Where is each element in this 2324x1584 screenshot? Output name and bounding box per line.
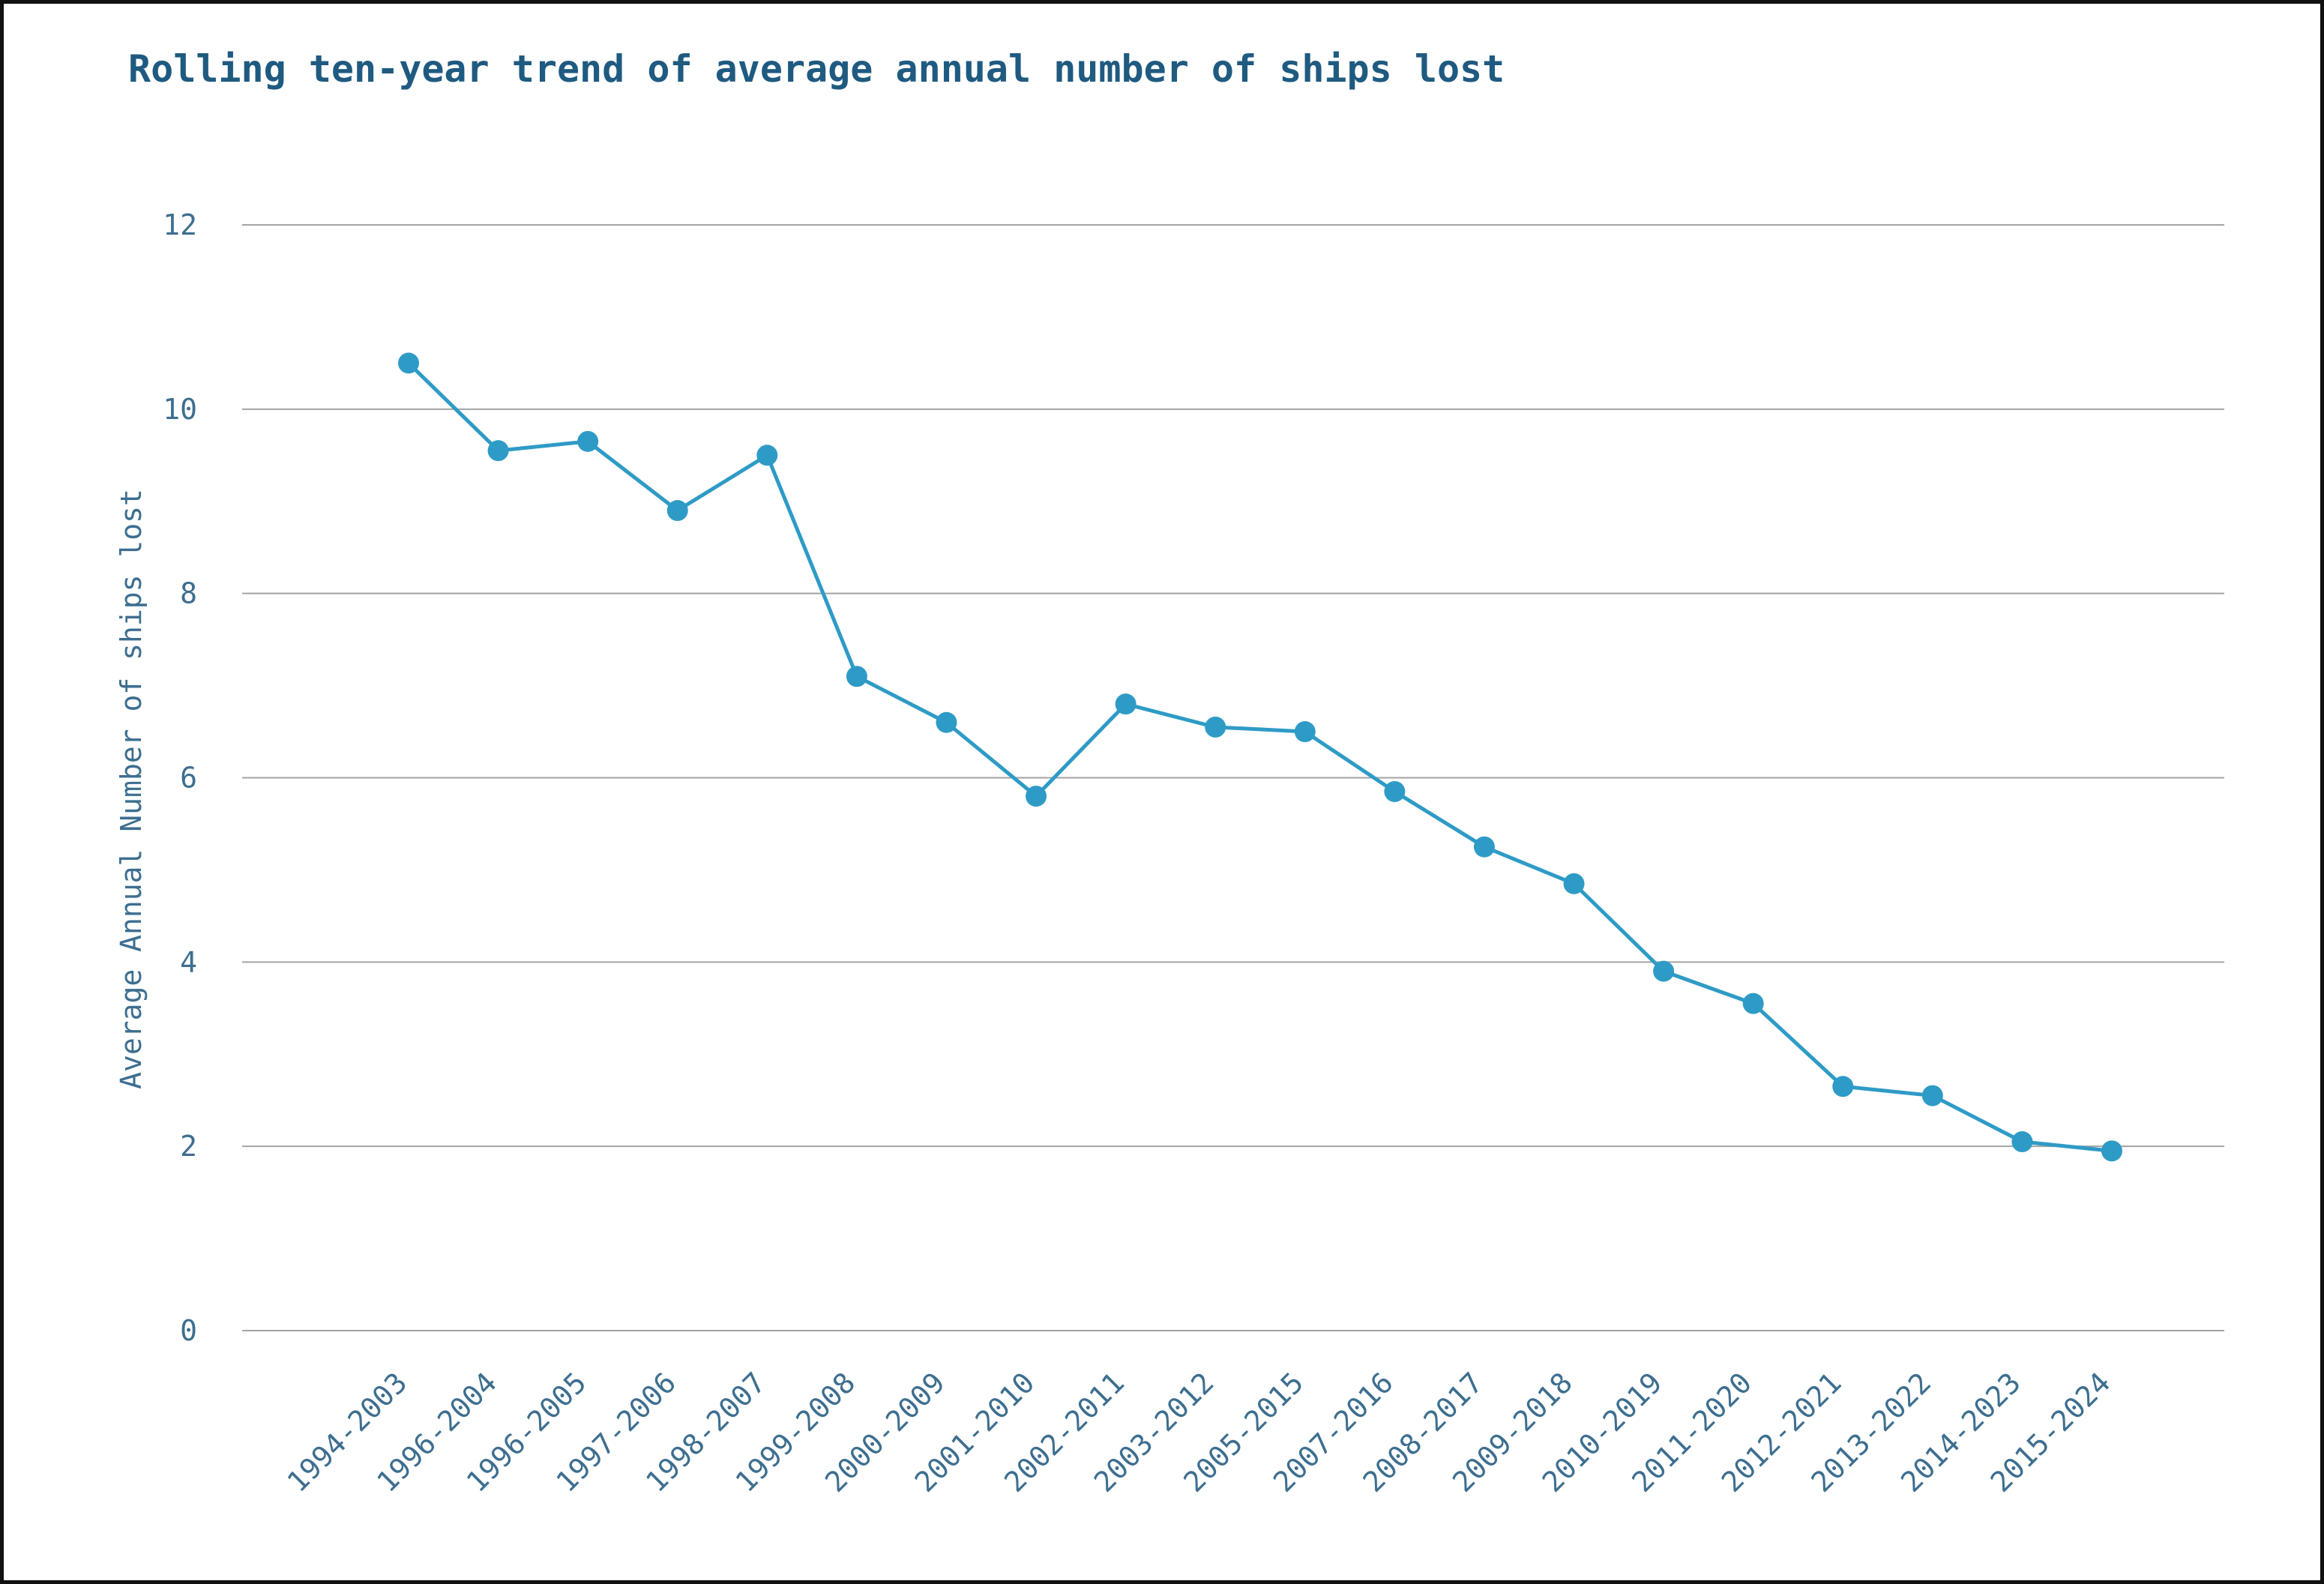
y-tick-label: 2 [180,1130,197,1163]
data-point [1384,780,1406,802]
line-chart: 0 2 4 6 8 10 12 1994-20031996-20041996-2005199… [115,208,2224,1499]
y-tick-label: 10 [163,393,197,426]
data-point [1294,721,1316,743]
series-line [406,361,2114,1153]
y-tick-label: 0 [180,1314,197,1347]
x-axis-tick-labels: 1994-20031996-20041996-20051997-20061998… [281,1366,2117,1499]
data-point [2011,1131,2033,1153]
data-point [2101,1140,2122,1162]
chart-title: Rolling ten-year trend of average annual… [128,47,1505,91]
series [398,352,2122,1162]
data-point [1832,1076,1854,1097]
data-point [398,352,419,374]
y-tick-label: 12 [163,208,197,241]
data-point [1115,693,1137,715]
data-point [1026,786,1047,807]
y-axis-tick-labels: 0 2 4 6 8 10 12 [163,208,197,1347]
data-point [1653,960,1675,982]
y-axis-title: Average Annual Number of ships lost [115,489,148,1089]
data-point [577,430,599,452]
data-point [487,440,509,462]
y-tick-label: 6 [180,762,197,795]
data-point [756,445,778,466]
data-point [1473,836,1495,858]
data-point [1742,993,1764,1014]
y-tick-label: 8 [180,577,197,610]
y-tick-label: 4 [180,945,197,978]
data-point [1921,1085,1943,1106]
data-point [1563,873,1585,894]
data-point [846,666,867,687]
gridlines [242,224,2224,1331]
data-point [1205,716,1226,738]
data-point [936,711,957,733]
data-point [666,500,688,522]
